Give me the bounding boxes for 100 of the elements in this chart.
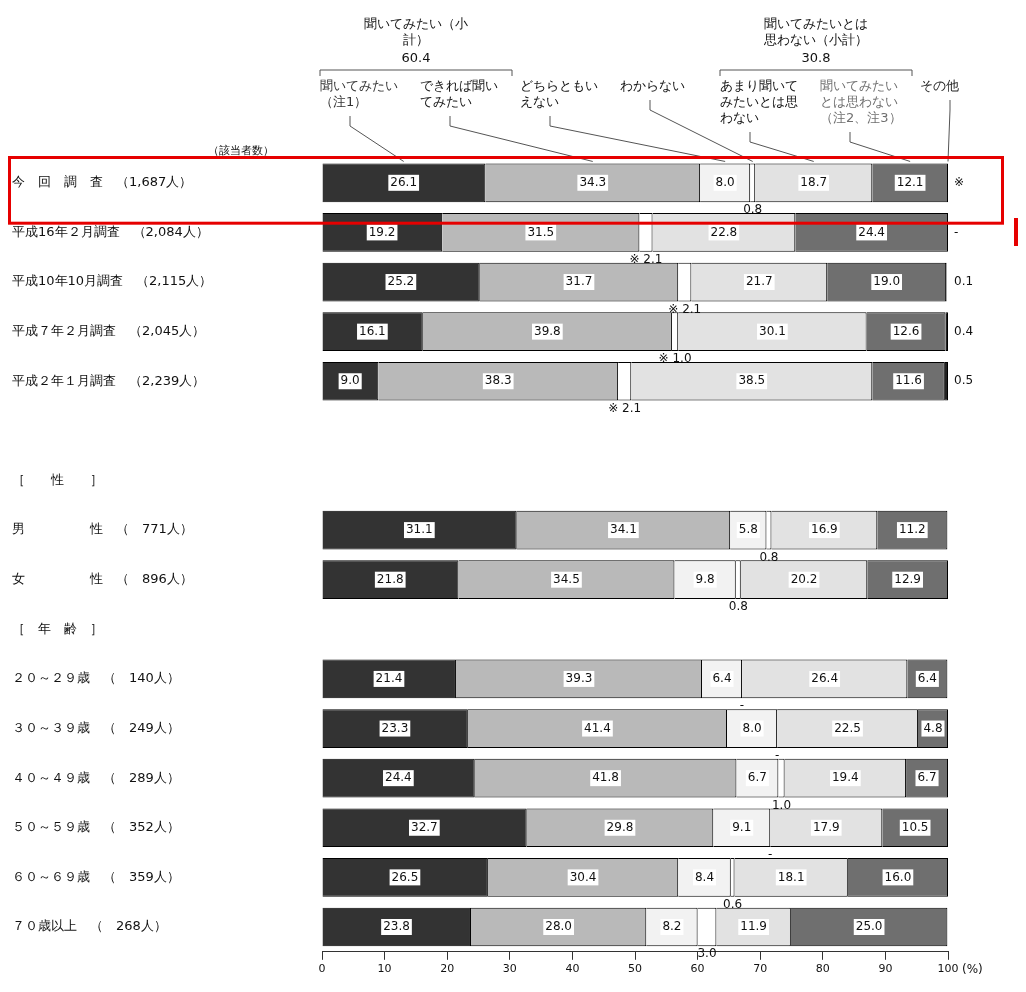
x-tick-label: 20: [440, 962, 455, 976]
data-label: 1.0: [771, 797, 792, 812]
text: 聞いてみたい（小計）: [364, 15, 468, 47]
data-label: 9.0: [340, 373, 360, 388]
data-label: 17.9: [812, 819, 840, 834]
data-label: 34.1: [610, 522, 637, 537]
text: どちらともいえない: [520, 77, 598, 109]
text: -: [768, 847, 773, 862]
data-label: 23.3: [381, 720, 409, 735]
data-label: 38.3: [484, 373, 512, 388]
data-label: 25.0: [855, 919, 883, 934]
data-label: 11.6: [895, 373, 922, 388]
data-label: 29.8: [606, 819, 634, 834]
data-label: ※ 2.1: [629, 251, 663, 266]
data-label: 8.0: [715, 174, 735, 189]
data-label: 41.8: [592, 770, 619, 785]
y-tick-label: 平成７年２月調査 （2,045人）: [12, 323, 206, 339]
data-label: 0.8: [728, 599, 748, 614]
y-tick-label: ５０～５９歳 （ 352人）: [12, 819, 180, 835]
text: -: [954, 224, 959, 239]
data-label: 0.5: [954, 373, 974, 388]
text: わからない: [620, 77, 685, 93]
data-label: 10.5: [901, 819, 929, 834]
x-tick-label: 50: [628, 962, 642, 976]
y-tick-label: ２０～２９歳 （ 140人）: [12, 670, 180, 686]
text: あまり聞いてみたいとは思わない: [720, 77, 798, 125]
data-label: 28.0: [545, 919, 572, 934]
data-label: 8.4: [694, 869, 715, 884]
y-tick-label: ４０～４９歳 （ 289人）: [12, 769, 180, 785]
data-label: 22.5: [834, 720, 861, 735]
x-tick-label: 60: [690, 962, 705, 976]
text: その他: [920, 77, 959, 93]
y-tick-label: 平成10年10月調査 （2,115人）: [12, 273, 213, 289]
x-tick-label: 10: [377, 962, 392, 976]
data-label: 8.2: [662, 919, 682, 934]
data-label: 41.4: [584, 720, 611, 735]
data-label: 31.1: [405, 522, 433, 537]
data-label: ※ 2.1: [608, 400, 642, 415]
data-label: ※ 2.1: [668, 301, 702, 316]
text: -: [774, 748, 780, 763]
data-label: 39.3: [565, 671, 593, 686]
data-label: 25.2: [387, 274, 415, 289]
text: 聞いてみたいとは思わない（注2、注3）: [820, 77, 902, 125]
data-label: 21.8: [376, 571, 404, 586]
x-tick-label: 40: [565, 962, 580, 976]
data-label: 9.1: [732, 819, 752, 834]
data-label: 30.4: [569, 869, 597, 884]
data-label: 26.5: [391, 869, 419, 884]
y-tick-label: 女 性 （ 896人）: [12, 571, 193, 587]
text: できれば聞いてみたい: [420, 77, 498, 109]
x-axis-title: (%): [962, 961, 983, 976]
data-label: 6.4: [712, 671, 732, 686]
data-label: 6.4: [917, 671, 937, 686]
y-tick-label: 男 性 （ 771人）: [12, 521, 193, 537]
data-label: 8.0: [742, 720, 762, 735]
text: （該当者数）: [208, 143, 274, 157]
text: 60.4: [401, 49, 431, 65]
data-label: 18.7: [800, 174, 828, 189]
y-tick-label: ［ 性 ］: [12, 471, 103, 487]
data-label: ※ 1.0: [658, 351, 692, 366]
data-label: 38.5: [738, 373, 766, 388]
data-label: 22.8: [710, 224, 738, 239]
data-label: 31.7: [565, 274, 593, 289]
data-label: 0.8: [743, 202, 763, 217]
data-label: 39.8: [534, 323, 561, 338]
x-tick-label: 30: [502, 962, 517, 976]
y-tick-label: ［ 年 齢 ］: [12, 620, 103, 636]
data-label: 16.0: [884, 869, 912, 884]
text: 聞いてみたい（注1）: [320, 77, 398, 109]
y-tick-label: ３０～３９歳 （ 249人）: [12, 719, 180, 735]
data-label: 4.8: [923, 720, 943, 735]
data-label: 18.1: [777, 869, 805, 884]
data-label: 19.2: [368, 224, 396, 239]
y-tick-label: 平成２年１月調査 （2,239人）: [12, 372, 206, 388]
data-label: 26.1: [390, 174, 418, 189]
data-label: 26.4: [811, 671, 839, 686]
data-label: 0.6: [723, 896, 743, 911]
y-tick-label: ６０～６９歳 （ 359人）: [12, 868, 180, 884]
data-label: 20.2: [790, 571, 818, 586]
x-tick-label: 80: [815, 962, 830, 976]
data-label: 16.1: [359, 323, 386, 338]
data-label: 34.5: [553, 571, 580, 586]
data-label: 23.8: [383, 919, 410, 934]
text: 聞いてみたいとは思わない（小計）: [763, 15, 868, 47]
data-label: 30.1: [759, 323, 786, 338]
data-label: 31.5: [527, 224, 555, 239]
data-label: 19.0: [873, 274, 901, 289]
y-tick-label: 平成16年２月調査 （2,084人）: [12, 223, 209, 239]
x-tick-label: 100: [937, 962, 959, 976]
data-label: 16.9: [811, 522, 838, 537]
data-label: 12.9: [894, 571, 921, 586]
data-label: 12.6: [892, 323, 920, 338]
data-label: 32.7: [410, 819, 438, 834]
data-label: 21.4: [375, 671, 403, 686]
data-label: 12.1: [896, 174, 924, 189]
data-label: 24.4: [858, 224, 885, 239]
x-tick-label: 0: [318, 962, 326, 976]
text: ※: [954, 174, 965, 189]
data-label: 11.9: [740, 919, 767, 934]
data-label: 21.7: [745, 274, 773, 289]
